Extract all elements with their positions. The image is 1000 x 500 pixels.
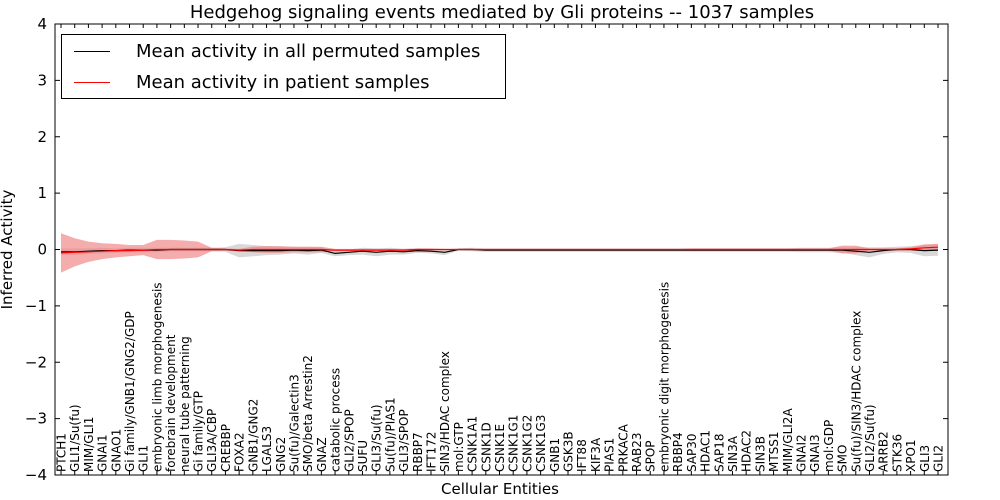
x-tick-label: SMO/beta Arrestin2 (301, 355, 315, 472)
x-tick-label: GNB1 (548, 438, 562, 472)
legend-swatch-permuted (74, 50, 110, 52)
x-tick-label: forebrain development (164, 334, 178, 472)
x-tick-label: Gi family/GNB1/GNG2/GDP (123, 311, 137, 472)
confidence-bands (61, 233, 938, 273)
x-tick-label: Gi family/GTP (192, 391, 206, 472)
x-tick-label: CSNK1A1 (466, 416, 480, 472)
confidence-band-series-2 (61, 233, 938, 273)
x-tick-label: catabolic process (329, 368, 343, 472)
x-tick-label: GLI3/SPOP (397, 409, 411, 472)
y-tick-label: 0 (37, 241, 47, 259)
x-tick-label: FOXA2 (233, 432, 247, 472)
y-tick-label: 3 (37, 71, 47, 89)
x-tick-label: embryonic limb morphogenesis (150, 282, 164, 472)
x-tick-label: GNB1/GNG2 (246, 399, 260, 472)
x-tick-label: mol:GTP (452, 422, 466, 472)
x-tick-label: GNAI2 (794, 434, 808, 472)
x-tick-label: RBBP4 (671, 432, 685, 472)
x-tick-label: embryonic digit morphogenesis (657, 282, 671, 472)
x-tick-label: IFT88 (575, 439, 589, 472)
legend-label-patient: Mean activity in patient samples (136, 71, 430, 93)
x-tick-label: SUFU (356, 440, 370, 472)
x-tick-label: GNAZ (315, 437, 329, 472)
x-tick-label: LGALS3 (260, 426, 274, 472)
legend-item-permuted: Mean activity in all permuted samples (74, 39, 480, 63)
x-tick-label: SAP30 (685, 433, 699, 472)
series-lines (60, 246, 939, 255)
series-line-2 (60, 246, 939, 254)
x-tick-label: MIM/GLI2A (781, 408, 795, 472)
x-tick-label: STK36 (890, 434, 904, 472)
x-tick-label: GNAI1 (96, 434, 110, 472)
chart-legend: Mean activity in all permuted samples Me… (61, 34, 506, 99)
x-tick-label: GLI3/Su(fu) (370, 404, 384, 472)
chart-title: Hedgehog signaling events mediated by Gl… (190, 2, 814, 23)
x-tick-label: neural tube patterning (178, 336, 192, 472)
x-tick-label: GLI2/Su(fu) (863, 404, 877, 472)
x-tick-label: GLI2 (932, 445, 946, 472)
x-tick-label: MIM/GLI1 (82, 417, 96, 472)
y-tick-label: 4 (37, 15, 47, 33)
x-tick-label: RBBP7 (411, 432, 425, 472)
x-tick-label: Su(fu)/Galectin3 (287, 374, 301, 472)
x-axis: PTCH1 GLI1/Su(fu) MIM/GLI1 GNAI1 GNAO1 Gi fam… (55, 24, 946, 475)
y-tick-label: −3 (25, 410, 47, 428)
x-tick-label: SIN3B (753, 436, 767, 472)
x-tick-label: GLI3A/CBP (205, 409, 219, 472)
x-tick-label: CSNK1G3 (534, 415, 548, 472)
x-tick-label: SAP18 (712, 433, 726, 472)
legend-label-permuted: Mean activity in all permuted samples (136, 40, 481, 62)
x-tick-label: GLI2/SPOP (342, 409, 356, 472)
x-tick-label: IFT172 (424, 432, 438, 472)
x-tick-label: SIN3/HDAC complex (438, 351, 452, 472)
x-tick-label: XPO1 (904, 439, 918, 472)
x-tick-label: GNAO1 (109, 429, 123, 472)
x-tick-label: PRKACA (616, 423, 630, 472)
x-tick-label: SPOP (644, 440, 658, 472)
x-tick-label: CREBBP (219, 424, 233, 472)
legend-swatch-patient (74, 81, 110, 83)
x-tick-label: GLI3 (918, 445, 932, 472)
x-tick-label: mol:GDP (822, 420, 836, 472)
x-tick-label: CSNK1G2 (520, 415, 534, 472)
y-axis: −4 −3 −2 −1 0 1 2 3 4 (25, 15, 948, 484)
x-tick-label: Su(fu)/PIAS1 (383, 397, 397, 472)
y-tick-label: −4 (25, 466, 47, 484)
x-tick-label: GLI1/Su(fu) (68, 404, 82, 472)
x-tick-label: CSNK1E (493, 424, 507, 472)
y-tick-label: 1 (37, 184, 47, 202)
x-tick-label: CSNK1G1 (507, 415, 521, 472)
x-tick-label: PTCH1 (55, 433, 69, 472)
x-tick-label: HDAC1 (699, 430, 713, 472)
x-tick-label: KIF3A (589, 437, 603, 472)
y-tick-label: −2 (25, 353, 47, 371)
x-tick-label: RAB23 (630, 432, 644, 472)
x-tick-label: CSNK1D (479, 422, 493, 472)
x-tick-label: SIN3A (726, 435, 740, 472)
x-tick-label: GLI1 (137, 445, 151, 472)
y-tick-label: −1 (25, 297, 47, 315)
x-tick-label: PIAS1 (603, 438, 617, 472)
x-tick-label: SMO (836, 445, 850, 472)
x-tick-label: ARRB2 (877, 431, 891, 472)
x-tick-label: GNAI3 (808, 434, 822, 472)
legend-item-patient: Mean activity in patient samples (74, 70, 430, 94)
x-tick-label: GNG2 (274, 437, 288, 472)
x-tick-label: MTSS1 (767, 431, 781, 472)
x-tick-label: Su(fu)/SIN3/HDAC complex (849, 311, 863, 472)
x-tick-label: GSK3B (562, 431, 576, 472)
y-axis-label: Inferred Activity (0, 189, 16, 309)
y-tick-label: 2 (37, 128, 47, 146)
x-axis-label: Cellular Entities (441, 480, 559, 498)
x-tick-label: HDAC2 (740, 430, 754, 472)
